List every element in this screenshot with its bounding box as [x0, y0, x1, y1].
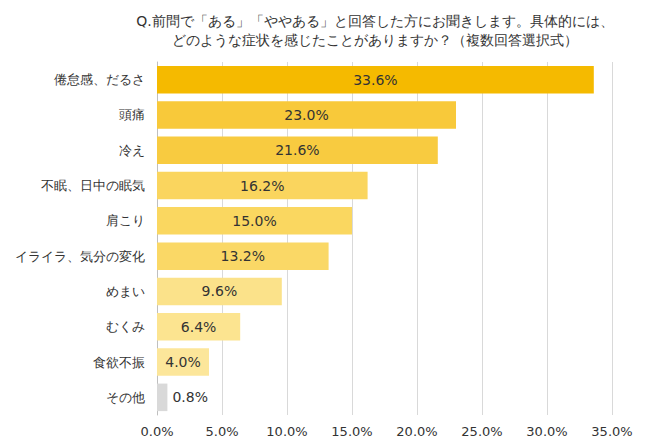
- svg-text:23.0%: 23.0%: [284, 107, 328, 123]
- svg-text:どのような症状を感じたことがありますか？（複数回答選択式）: どのような症状を感じたことがありますか？（複数回答選択式）: [172, 32, 578, 48]
- svg-text:30.0%: 30.0%: [526, 424, 567, 439]
- svg-text:15.0%: 15.0%: [232, 213, 276, 229]
- svg-text:35.0%: 35.0%: [591, 424, 632, 439]
- svg-text:9.6%: 9.6%: [202, 283, 238, 299]
- svg-text:20.0%: 20.0%: [396, 424, 437, 439]
- svg-text:倦怠感、だるさ: 倦怠感、だるさ: [54, 72, 145, 87]
- svg-text:むくみ: むくみ: [106, 319, 145, 334]
- svg-text:5.0%: 5.0%: [205, 424, 238, 439]
- svg-text:Q.前問で「ある」「ややある」と回答した方にお聞きします。具: Q.前問で「ある」「ややある」と回答した方にお聞きします。具体的には、: [136, 13, 613, 29]
- svg-text:その他: その他: [106, 390, 145, 405]
- svg-text:25.0%: 25.0%: [461, 424, 502, 439]
- svg-text:不眠、日中の眠気: 不眠、日中の眠気: [41, 178, 145, 193]
- svg-text:イライラ、気分の変化: イライラ、気分の変化: [15, 249, 145, 264]
- svg-text:6.4%: 6.4%: [181, 319, 217, 335]
- svg-text:10.0%: 10.0%: [266, 424, 307, 439]
- svg-text:肩こり: 肩こり: [106, 213, 145, 228]
- svg-text:33.6%: 33.6%: [353, 72, 397, 88]
- svg-text:15.0%: 15.0%: [331, 424, 372, 439]
- svg-text:4.0%: 4.0%: [165, 354, 201, 370]
- svg-text:めまい: めまい: [106, 284, 145, 299]
- svg-text:頭痛: 頭痛: [119, 107, 145, 122]
- svg-text:食欲不振: 食欲不振: [93, 355, 145, 370]
- svg-text:21.6%: 21.6%: [275, 142, 319, 158]
- svg-text:0.0%: 0.0%: [140, 424, 173, 439]
- svg-text:0.8%: 0.8%: [172, 389, 208, 405]
- svg-text:13.2%: 13.2%: [221, 248, 265, 264]
- svg-text:冷え: 冷え: [119, 143, 145, 158]
- svg-text:16.2%: 16.2%: [240, 178, 284, 194]
